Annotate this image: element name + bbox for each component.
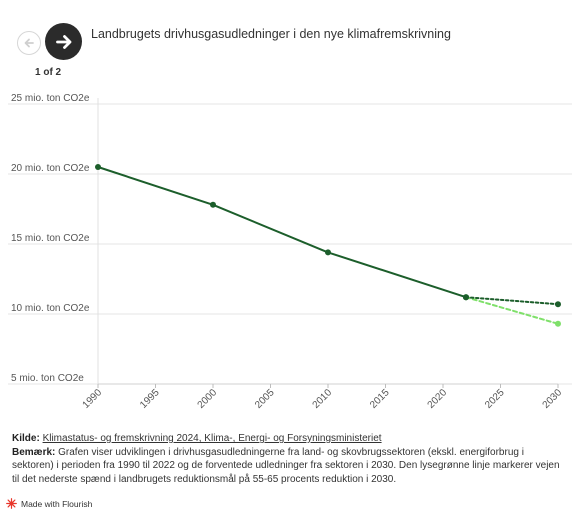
next-slide-button[interactable] — [45, 23, 82, 60]
y-tick-label: 5 mio. ton CO2e — [11, 373, 84, 384]
source-line: Kilde: Klimastatus- og fremskrivning 202… — [12, 432, 562, 446]
series-line-0 — [97, 166, 467, 299]
chart-notes: Kilde: Klimastatus- og fremskrivning 202… — [12, 432, 562, 486]
y-tick-label: 25 mio. ton CO2e — [11, 93, 90, 104]
y-tick-label: 20 mio. ton CO2e — [11, 163, 90, 174]
series-0-point[interactable] — [463, 294, 469, 301]
remark-text: Grafen viser udviklingen i drivhusgasudl… — [12, 446, 560, 485]
arrow-right-icon — [55, 34, 71, 49]
x-tick-label: 1995 — [138, 387, 162, 411]
remark-label: Bemærk: — [12, 446, 56, 458]
x-tick-label: 2025 — [483, 387, 507, 411]
series-2-point[interactable] — [555, 320, 561, 327]
flourish-credit-label: Made with Flourish — [21, 498, 93, 509]
series-0-point[interactable] — [95, 164, 101, 170]
flourish-credit[interactable]: Made with Flourish — [6, 498, 92, 509]
series-0-point[interactable] — [210, 201, 216, 208]
series-layer — [95, 164, 561, 327]
story-title: Landbrugets drivhusgasudledninger i den … — [91, 27, 451, 41]
remark-line: Bemærk: Grafen viser udviklingen i drivh… — [12, 446, 562, 487]
source-label: Kilde: — [12, 433, 40, 444]
x-tick-label: 2000 — [196, 387, 220, 411]
y-tick-label: 15 mio. ton CO2e — [11, 233, 90, 244]
series-0-point[interactable] — [325, 249, 331, 256]
arrow-left-icon — [24, 38, 34, 48]
slide-counter: 1 of 2 — [35, 67, 62, 78]
series-1-point[interactable] — [555, 301, 561, 308]
previous-slide-button[interactable] — [17, 31, 41, 55]
x-tick-label: 2030 — [541, 387, 565, 411]
x-tick-label: 2015 — [368, 387, 392, 411]
x-tick-label: 2020 — [426, 387, 450, 411]
x-tick-label: 2005 — [253, 387, 277, 411]
series-line-2 — [465, 296, 559, 325]
line-chart: 5 mio. ton CO2e 10 mio. ton CO2e 15 mio. t… — [8, 93, 572, 411]
series-line-1 — [465, 296, 559, 306]
flourish-logo-icon — [6, 498, 17, 509]
x-tick-label: 1990 — [81, 387, 105, 411]
source-link[interactable]: Klimastatus- og fremskrivning 2024, Klim… — [42, 433, 382, 444]
label-layer: 5 mio. ton CO2e 10 mio. ton CO2e 15 mio. t… — [11, 93, 564, 411]
grid-layer — [8, 98, 572, 388]
x-tick-label: 2010 — [311, 387, 335, 411]
y-tick-label: 10 mio. ton CO2e — [11, 303, 90, 314]
